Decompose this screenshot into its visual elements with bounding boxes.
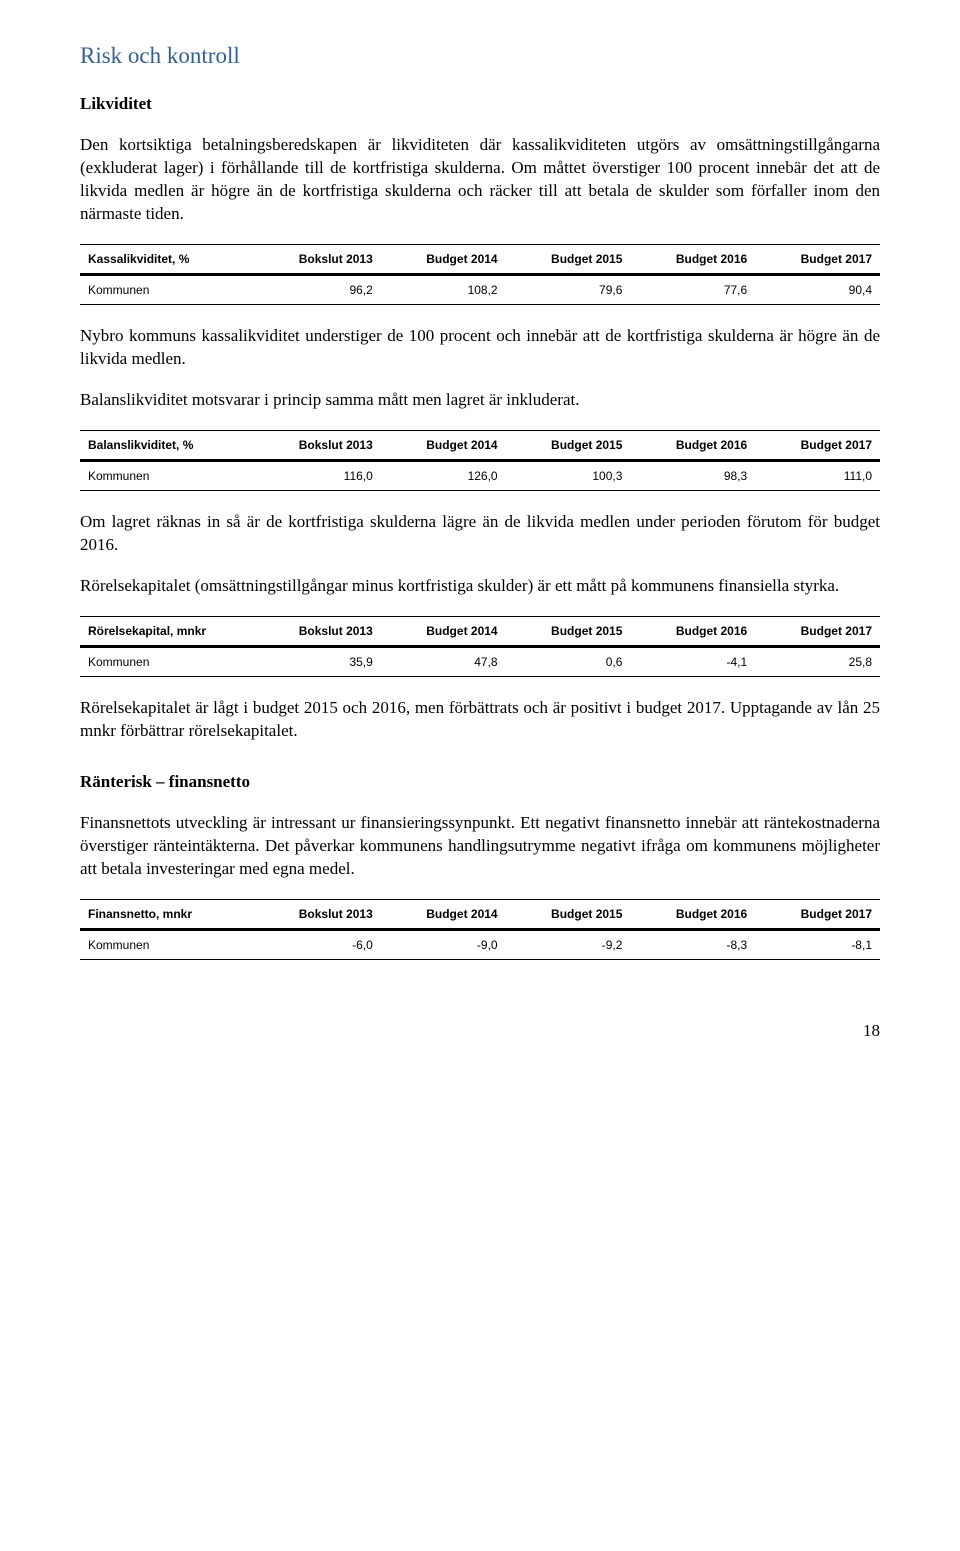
cell: 25,8 bbox=[755, 647, 880, 677]
cell: 98,3 bbox=[630, 461, 755, 491]
col-h1: Budget 2014 bbox=[381, 430, 506, 460]
kassalikviditet-table: Kassalikviditet, % Bokslut 2013 Budget 2… bbox=[80, 244, 880, 305]
col-h2: Budget 2015 bbox=[506, 617, 631, 647]
col-h1: Budget 2014 bbox=[381, 244, 506, 274]
section-title: Risk och kontroll bbox=[80, 40, 880, 71]
row-label: Kommunen bbox=[80, 461, 256, 491]
col-h3: Budget 2016 bbox=[630, 430, 755, 460]
ranterisk-heading: Ränterisk – finansnetto bbox=[80, 771, 880, 794]
likviditet-p1: Den kortsiktiga betalningsberedskapen är… bbox=[80, 134, 880, 226]
col-h0: Bokslut 2013 bbox=[256, 244, 381, 274]
cell: -4,1 bbox=[630, 647, 755, 677]
cell: 90,4 bbox=[755, 274, 880, 304]
col-h2: Budget 2015 bbox=[506, 244, 631, 274]
cell: -9,0 bbox=[381, 930, 506, 960]
cell: -8,3 bbox=[630, 930, 755, 960]
row-label: Kommunen bbox=[80, 930, 256, 960]
cell: 116,0 bbox=[256, 461, 381, 491]
rorelsekapital-table: Rörelsekapital, mnkr Bokslut 2013 Budget… bbox=[80, 616, 880, 677]
balans-after-p2: Rörelsekapitalet (omsättningstillgångar … bbox=[80, 575, 880, 598]
col-h2: Budget 2015 bbox=[506, 900, 631, 930]
likviditet-heading: Likviditet bbox=[80, 93, 880, 116]
cell: 77,6 bbox=[630, 274, 755, 304]
cell: 100,3 bbox=[506, 461, 631, 491]
cell: 79,6 bbox=[506, 274, 631, 304]
page-number: 18 bbox=[80, 1020, 880, 1043]
ranterisk-p1: Finansnettots utveckling är intressant u… bbox=[80, 812, 880, 881]
col-h3: Budget 2016 bbox=[630, 244, 755, 274]
table-row-label: Rörelsekapital, mnkr bbox=[80, 617, 256, 647]
table-row: Kommunen 96,2 108,2 79,6 77,6 90,4 bbox=[80, 274, 880, 304]
table-header-row: Balanslikviditet, % Bokslut 2013 Budget … bbox=[80, 430, 880, 460]
col-h3: Budget 2016 bbox=[630, 617, 755, 647]
balans-after-p1: Om lagret räknas in så är de kortfristig… bbox=[80, 511, 880, 557]
table-row-label: Finansnetto, mnkr bbox=[80, 900, 256, 930]
cell: 126,0 bbox=[381, 461, 506, 491]
finansnetto-table: Finansnetto, mnkr Bokslut 2013 Budget 20… bbox=[80, 899, 880, 960]
cell: 47,8 bbox=[381, 647, 506, 677]
col-h1: Budget 2014 bbox=[381, 617, 506, 647]
table-header-row: Kassalikviditet, % Bokslut 2013 Budget 2… bbox=[80, 244, 880, 274]
col-h0: Bokslut 2013 bbox=[256, 430, 381, 460]
col-h3: Budget 2016 bbox=[630, 900, 755, 930]
cell: 108,2 bbox=[381, 274, 506, 304]
table-row: Kommunen 35,9 47,8 0,6 -4,1 25,8 bbox=[80, 647, 880, 677]
cell: 111,0 bbox=[755, 461, 880, 491]
likviditet-after-p1: Nybro kommuns kassalikviditet understige… bbox=[80, 325, 880, 371]
col-h4: Budget 2017 bbox=[755, 617, 880, 647]
table-row: Kommunen -6,0 -9,0 -9,2 -8,3 -8,1 bbox=[80, 930, 880, 960]
table-header-row: Finansnetto, mnkr Bokslut 2013 Budget 20… bbox=[80, 900, 880, 930]
table-header-row: Rörelsekapital, mnkr Bokslut 2013 Budget… bbox=[80, 617, 880, 647]
col-h4: Budget 2017 bbox=[755, 244, 880, 274]
row-label: Kommunen bbox=[80, 647, 256, 677]
table-row: Kommunen 116,0 126,0 100,3 98,3 111,0 bbox=[80, 461, 880, 491]
table-row-label: Kassalikviditet, % bbox=[80, 244, 256, 274]
cell: -6,0 bbox=[256, 930, 381, 960]
cell: 35,9 bbox=[256, 647, 381, 677]
col-h1: Budget 2014 bbox=[381, 900, 506, 930]
col-h0: Bokslut 2013 bbox=[256, 900, 381, 930]
rorelse-after-p1: Rörelsekapitalet är lågt i budget 2015 o… bbox=[80, 697, 880, 743]
cell: 0,6 bbox=[506, 647, 631, 677]
col-h0: Bokslut 2013 bbox=[256, 617, 381, 647]
col-h4: Budget 2017 bbox=[755, 900, 880, 930]
balanslikviditet-table: Balanslikviditet, % Bokslut 2013 Budget … bbox=[80, 430, 880, 491]
table-row-label: Balanslikviditet, % bbox=[80, 430, 256, 460]
likviditet-after-p2: Balanslikviditet motsvarar i princip sam… bbox=[80, 389, 880, 412]
col-h2: Budget 2015 bbox=[506, 430, 631, 460]
cell: -9,2 bbox=[506, 930, 631, 960]
cell: -8,1 bbox=[755, 930, 880, 960]
row-label: Kommunen bbox=[80, 274, 256, 304]
cell: 96,2 bbox=[256, 274, 381, 304]
col-h4: Budget 2017 bbox=[755, 430, 880, 460]
